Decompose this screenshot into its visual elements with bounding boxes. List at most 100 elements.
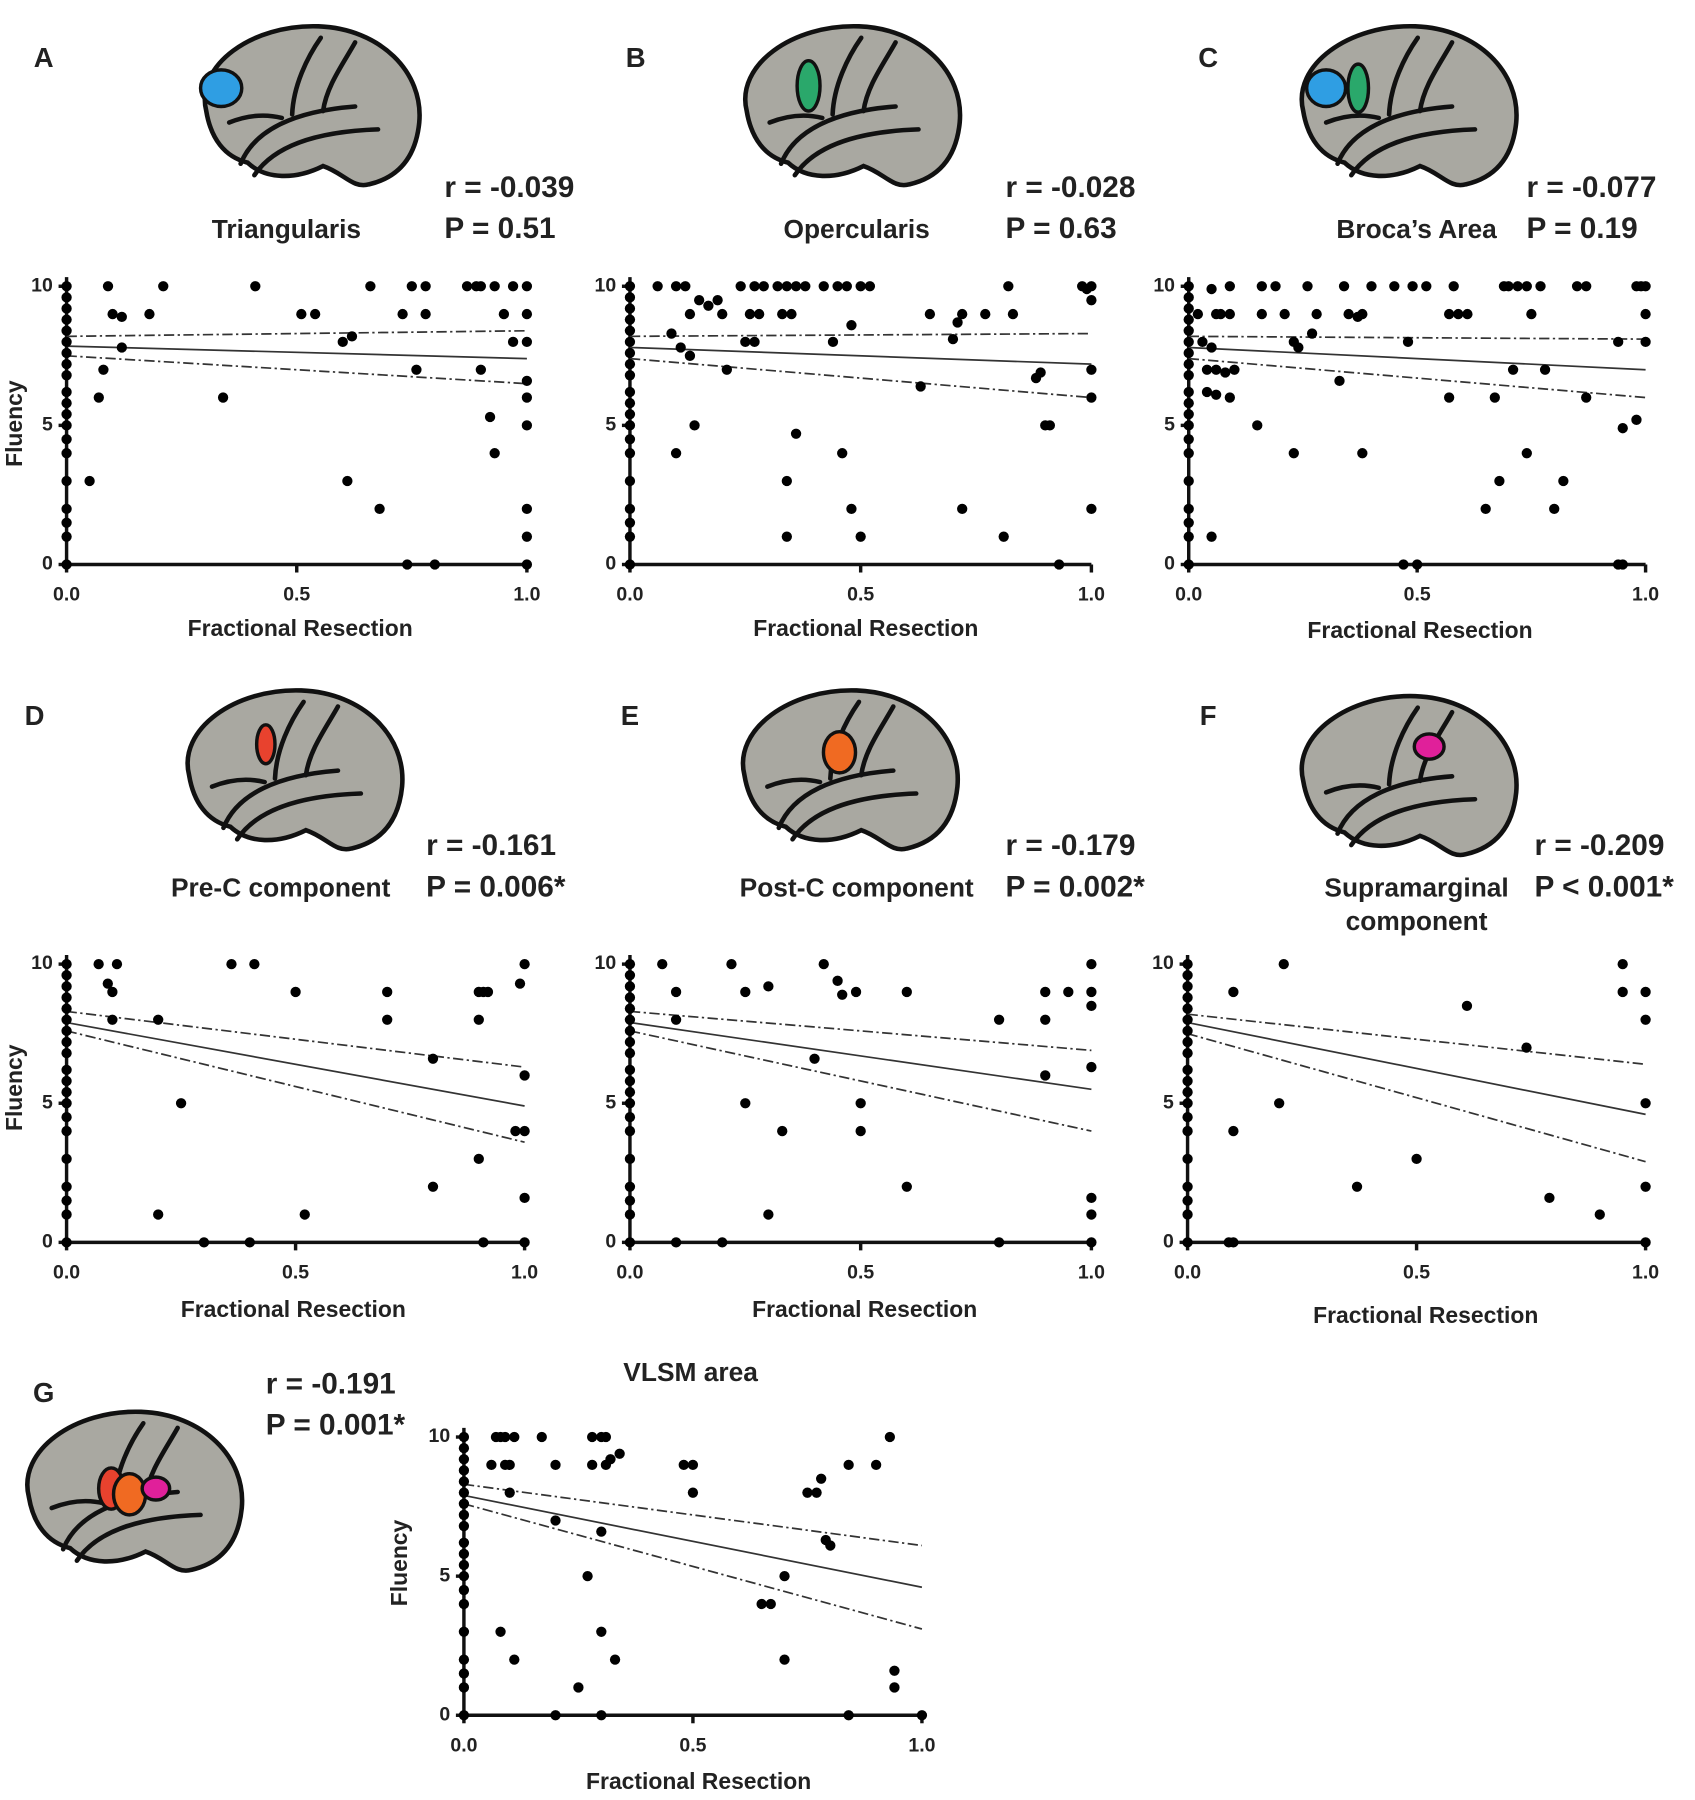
data-point (337, 336, 348, 348)
brain-region (254, 723, 277, 766)
data-point (952, 317, 963, 328)
data-point (624, 420, 636, 431)
data-point (61, 970, 72, 981)
data-point (843, 1459, 854, 1470)
data-point (244, 1237, 255, 1248)
data-point (1256, 281, 1267, 292)
data-point (832, 281, 843, 292)
brain-sulcus (1386, 35, 1421, 117)
data-point (624, 1064, 636, 1076)
y-tick-label: 5 (1164, 414, 1175, 436)
data-point (507, 281, 519, 292)
panel-title: VLSM area (623, 1357, 758, 1387)
data-point (1182, 1064, 1193, 1076)
data-point (1183, 303, 1194, 314)
data-point (102, 281, 114, 292)
data-point (61, 397, 72, 409)
data-point (680, 281, 691, 292)
data-point (1183, 359, 1194, 370)
data-point (624, 448, 636, 459)
data-point (765, 1598, 776, 1610)
data-point (1462, 308, 1473, 320)
data-point (1288, 448, 1299, 459)
y-tick-label: 0 (439, 1703, 450, 1725)
panel-title: Supramarginal (1324, 873, 1508, 903)
data-point (1224, 392, 1235, 403)
panel-title: component (1346, 906, 1488, 936)
data-point (1086, 392, 1097, 403)
x-tick-label: 0.5 (847, 1261, 874, 1283)
data-point (1206, 531, 1217, 542)
data-point (670, 281, 682, 292)
data-point (458, 1570, 470, 1582)
data-point (458, 1520, 470, 1532)
brain-region (1346, 62, 1371, 114)
data-point (153, 1209, 164, 1220)
x-axis-label: Fractional Resection (752, 1296, 977, 1322)
data-point (61, 1125, 72, 1137)
data-point (1183, 503, 1194, 515)
data-point (1407, 281, 1418, 292)
data-point (61, 336, 72, 348)
x-tick-label: 1.0 (1078, 1261, 1105, 1283)
x-tick-label: 0.0 (450, 1734, 477, 1756)
data-point (596, 1626, 607, 1637)
y-tick-label: 10 (429, 1425, 451, 1447)
correlation-r: r = -0.039 (444, 171, 574, 204)
data-point (624, 1048, 636, 1059)
regression-line (1188, 346, 1646, 371)
data-point (61, 475, 72, 487)
brain-sulcus (74, 1512, 203, 1563)
data-point (624, 336, 636, 348)
data-point (855, 1098, 866, 1109)
p-value: P < 0.001* (1535, 870, 1675, 903)
data-point (924, 308, 936, 320)
data-point (1480, 503, 1491, 515)
data-point (509, 1654, 520, 1665)
data-point (175, 1098, 187, 1109)
data-point (993, 1237, 1005, 1248)
y-tick-label: 5 (42, 414, 53, 436)
data-point (473, 1014, 484, 1025)
x-tick-label: 0.5 (847, 584, 874, 606)
brain-sulcus (209, 777, 267, 789)
data-point (721, 364, 732, 375)
data-point (1549, 503, 1560, 515)
data-point (1293, 342, 1304, 353)
data-point (510, 1125, 521, 1137)
data-point (458, 1454, 470, 1465)
y-tick-label: 5 (605, 414, 616, 436)
data-point (1183, 347, 1194, 359)
data-point (600, 1431, 612, 1443)
data-point (1215, 308, 1226, 320)
data-point (1343, 308, 1354, 320)
data-point (678, 1459, 689, 1470)
data-point (624, 386, 636, 398)
data-point (84, 475, 95, 487)
data-point (684, 350, 696, 361)
regression-line (629, 1021, 1092, 1091)
data-point (624, 409, 636, 420)
x-tick-label: 1.0 (1632, 584, 1659, 606)
data-point (624, 1086, 636, 1098)
confidence-band (463, 1502, 923, 1630)
data-point (509, 1431, 520, 1443)
data-point (657, 958, 668, 970)
data-point (1521, 1042, 1532, 1053)
data-point (427, 1181, 439, 1192)
y-tick-label: 10 (1152, 952, 1174, 974)
data-point (61, 1181, 72, 1192)
x-tick-label: 1.0 (511, 1261, 538, 1283)
confidence-band (1188, 335, 1646, 340)
data-point (802, 1487, 813, 1498)
data-point (1366, 281, 1377, 292)
x-axis-label: Fractional Resection (586, 1768, 811, 1794)
data-point (461, 281, 473, 292)
brain-sulcus (858, 704, 896, 778)
data-point (504, 1459, 515, 1470)
data-point (652, 281, 663, 292)
data-point (870, 1459, 882, 1470)
data-point (499, 1431, 511, 1443)
data-point (1183, 370, 1194, 381)
brain-region (1304, 68, 1348, 109)
